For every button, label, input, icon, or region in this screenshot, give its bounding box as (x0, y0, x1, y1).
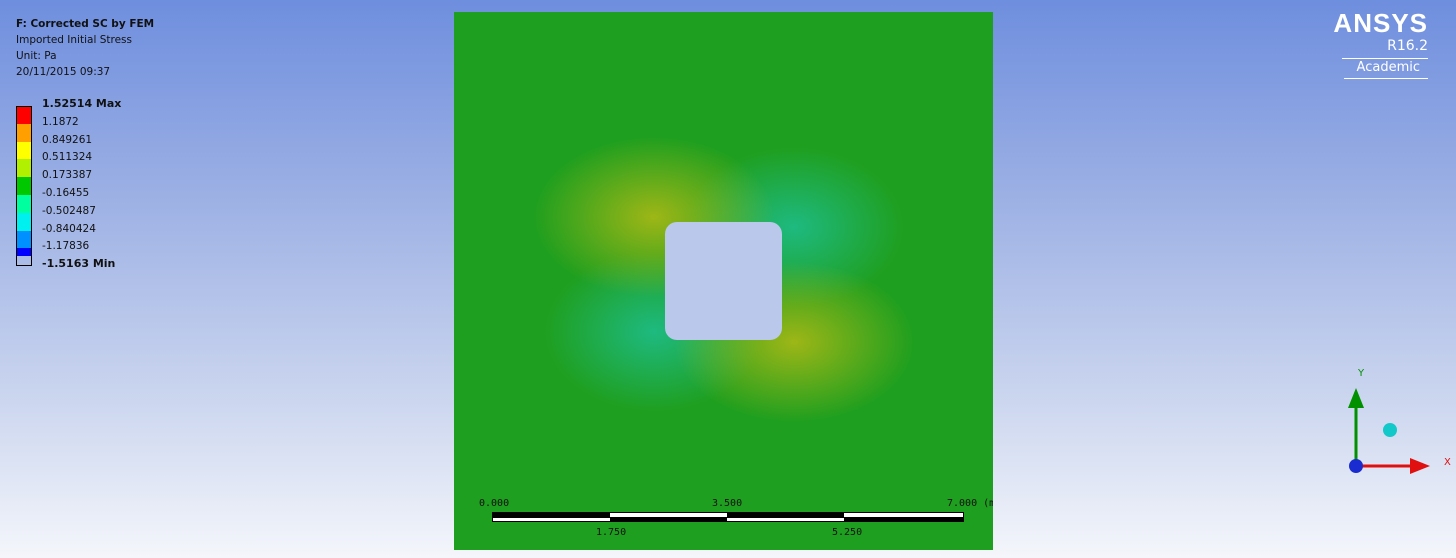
legend-color-band (16, 159, 32, 178)
model-square-opening (665, 222, 782, 340)
legend-value: -0.16455 (42, 186, 90, 199)
result-header: F: Corrected SC by FEM Imported Initial … (16, 16, 154, 80)
brand-name: ANSYS (1333, 8, 1428, 38)
scale-bar-segment (844, 517, 963, 522)
legend-color-band (16, 177, 32, 195)
z-axis-origin-icon (1349, 459, 1363, 473)
y-axis-label: Y (1357, 368, 1365, 379)
result-type: Imported Initial Stress (16, 34, 132, 46)
scale-bar-segment (493, 513, 610, 518)
scale-label: 7.000 (m) (947, 498, 993, 509)
legend-color-band (16, 248, 32, 257)
x-axis-arrow-icon (1410, 458, 1430, 474)
scale-label: 3.500 (712, 498, 743, 509)
isometric-view-ball-icon[interactable] (1383, 423, 1397, 437)
brand-edition: Academic (1356, 60, 1420, 75)
result-unit: Unit: Pa (16, 50, 57, 62)
legend-value: -1.17836 (42, 240, 90, 253)
graphics-viewport[interactable]: 0.000 3.500 7.000 (m) 1.750 5.250 (454, 12, 993, 550)
legend-value: -0.502487 (42, 204, 96, 217)
ansys-logo: ANSYS R16.2 Academic (1333, 8, 1428, 79)
brand-divider (1344, 78, 1428, 79)
legend-value: 0.849261 (42, 133, 93, 146)
result-title: F: Corrected SC by FEM (16, 18, 155, 30)
legend-value: 0.173387 (42, 169, 93, 182)
legend-color-band (16, 123, 32, 142)
legend-color-band (16, 230, 32, 249)
scale-bar-segment (610, 517, 727, 522)
brand-version: R16.2 (1387, 38, 1428, 54)
legend-color-band (16, 106, 32, 124)
scale-label: 0.000 (479, 498, 510, 509)
result-timestamp: 20/11/2015 09:37 (16, 66, 111, 78)
scale-label: 1.750 (596, 527, 627, 538)
legend-value: 1.1872 (42, 115, 79, 128)
legend-color-band (16, 194, 32, 213)
scale-bar (492, 512, 964, 522)
brand-divider (1342, 58, 1428, 59)
scale-bar-segment (727, 513, 844, 518)
legend-min-label: -1.5163 Min (42, 257, 116, 271)
x-axis-label: X (1444, 457, 1451, 468)
legend-color-band (16, 141, 32, 160)
legend-value: 0.511324 (42, 151, 93, 164)
legend-color-band (16, 212, 32, 231)
scale-label: 5.250 (832, 527, 863, 538)
legend-value: -0.840424 (42, 222, 96, 235)
coordinate-triad[interactable]: Y X (1328, 360, 1456, 480)
legend-max-label: 1.52514 Max (42, 97, 122, 110)
y-axis-arrow-icon (1348, 388, 1364, 408)
